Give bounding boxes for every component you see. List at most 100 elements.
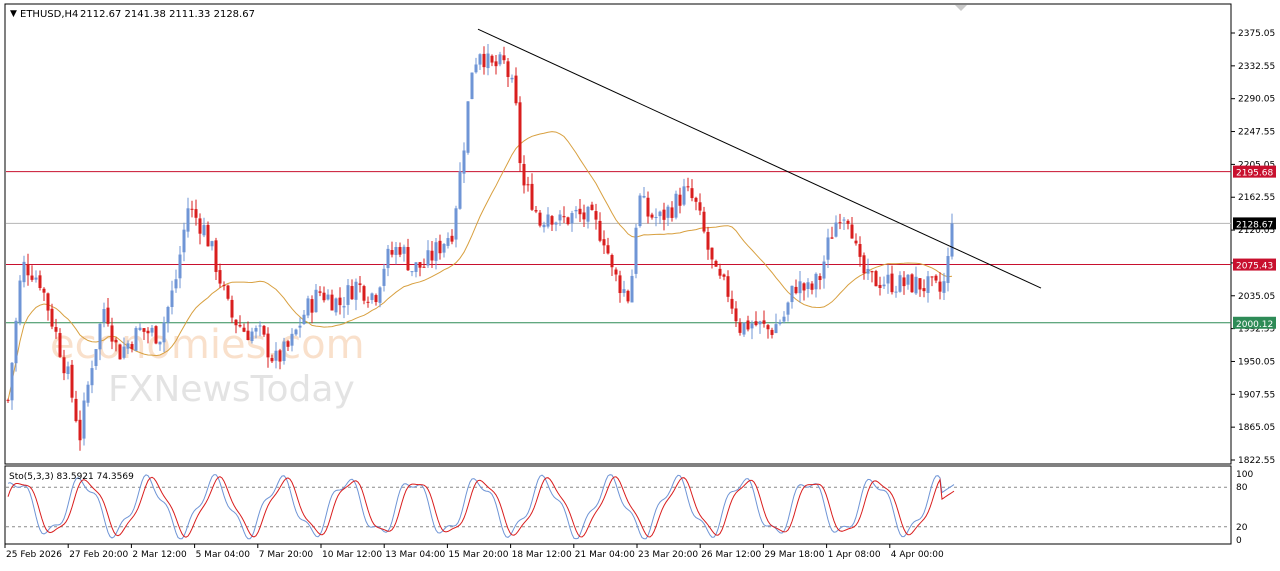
candle-bear[interactable] (722, 274, 726, 277)
candle-bear[interactable] (874, 271, 878, 287)
candle-bull[interactable] (254, 328, 258, 332)
candle-bull[interactable] (574, 209, 578, 212)
candle-bear[interactable] (522, 163, 526, 186)
candle-bull[interactable] (34, 277, 38, 280)
candle-bear[interactable] (330, 294, 334, 311)
candle-bull[interactable] (942, 281, 946, 293)
candle-bull[interactable] (86, 384, 90, 403)
candle-bull[interactable] (210, 241, 214, 247)
candle-bear[interactable] (310, 299, 314, 313)
candle-bear[interactable] (406, 247, 410, 271)
candle-bear[interactable] (794, 286, 798, 294)
candle-bear[interactable] (930, 276, 934, 278)
candle-bear[interactable] (922, 288, 926, 292)
candle-bull[interactable] (946, 256, 950, 284)
candle-bear[interactable] (266, 333, 270, 358)
candle-bull[interactable] (622, 289, 626, 293)
candle-bull[interactable] (394, 247, 398, 255)
candle-bear[interactable] (538, 212, 542, 226)
candle-bear[interactable] (190, 208, 194, 210)
candle-bull[interactable] (182, 229, 186, 253)
candle-bull[interactable] (102, 309, 106, 323)
candle-bull[interactable] (354, 281, 358, 300)
candle-bear[interactable] (230, 299, 234, 318)
menu-arrow-icon[interactable]: ▼ (10, 9, 17, 19)
candle-bear[interactable] (62, 357, 66, 374)
candle-bear[interactable] (42, 288, 46, 293)
candle-bear[interactable] (902, 277, 906, 287)
candle-bear[interactable] (686, 186, 690, 188)
candle-bull[interactable] (790, 285, 794, 303)
candle-bull[interactable] (654, 217, 658, 219)
candle-bull[interactable] (90, 368, 94, 386)
candle-bear[interactable] (818, 276, 822, 281)
candle-bull[interactable] (558, 214, 562, 221)
shift-marker-icon[interactable] (955, 5, 967, 11)
candle-bear[interactable] (206, 224, 210, 247)
candle-bull[interactable] (786, 302, 790, 315)
candle-bear[interactable] (222, 285, 226, 287)
candle-bear[interactable] (738, 322, 742, 333)
candle-bull[interactable] (82, 400, 86, 439)
candle-bear[interactable] (114, 339, 118, 343)
candle-bull[interactable] (742, 322, 746, 335)
candle-bear[interactable] (766, 325, 770, 330)
candle-bear[interactable] (226, 285, 230, 299)
candle-bull[interactable] (586, 206, 590, 222)
candle-bear[interactable] (606, 245, 610, 254)
candle-bull[interactable] (914, 276, 918, 294)
candle-bear[interactable] (566, 217, 570, 225)
candle-bear[interactable] (6, 399, 10, 401)
candle-bear[interactable] (238, 324, 242, 327)
candle-bear[interactable] (770, 329, 774, 335)
candle-bull[interactable] (950, 223, 954, 257)
candle-bull[interactable] (382, 268, 386, 286)
candle-bear[interactable] (810, 283, 814, 290)
candle-bull[interactable] (202, 225, 206, 236)
candle-bear[interactable] (562, 216, 566, 218)
candle-bull[interactable] (178, 254, 182, 279)
candle-bull[interactable] (370, 293, 374, 300)
candle-bear[interactable] (390, 250, 394, 255)
candle-bear[interactable] (530, 183, 534, 210)
stochastic-signal-line[interactable] (7, 476, 955, 538)
candle-bull[interactable] (454, 208, 458, 240)
candle-bear[interactable] (670, 207, 674, 218)
candle-bull[interactable] (822, 261, 826, 279)
candle-bear[interactable] (754, 321, 758, 326)
candle-bear[interactable] (626, 290, 630, 302)
candle-bear[interactable] (106, 307, 110, 324)
candle-bear[interactable] (610, 254, 614, 268)
candle-bull[interactable] (162, 322, 166, 343)
candle-bear[interactable] (322, 292, 326, 301)
candle-bull[interactable] (658, 211, 662, 217)
candle-bear[interactable] (234, 319, 238, 326)
candle-bull[interactable] (758, 321, 762, 325)
candle-bull[interactable] (842, 219, 846, 221)
candle-bull[interactable] (474, 64, 478, 73)
candle-bear[interactable] (646, 197, 650, 217)
candle-bear[interactable] (862, 255, 866, 274)
candle-bear[interactable] (762, 320, 766, 324)
candle-bull[interactable] (806, 282, 810, 289)
candle-bull[interactable] (314, 289, 318, 313)
candle-bear[interactable] (58, 333, 62, 357)
candle-bear[interactable] (318, 291, 322, 293)
candle-bear[interactable] (110, 325, 114, 342)
candle-bull[interactable] (66, 366, 70, 374)
candle-bear[interactable] (910, 274, 914, 293)
candle-bull[interactable] (886, 274, 890, 284)
candle-bull[interactable] (250, 331, 254, 342)
trendline[interactable] (477, 28, 1042, 289)
candle-bull[interactable] (134, 328, 138, 351)
candle-bear[interactable] (846, 220, 850, 224)
candle-bear[interactable] (198, 218, 202, 234)
candle-bear[interactable] (578, 208, 582, 215)
candle-bull[interactable] (462, 150, 466, 174)
candle-bear[interactable] (142, 328, 146, 332)
candle-bull[interactable] (378, 287, 382, 303)
candle-bull[interactable] (274, 350, 278, 361)
candle-bear[interactable] (830, 237, 834, 239)
candle-bear[interactable] (338, 297, 342, 306)
candle-bear[interactable] (362, 286, 366, 301)
